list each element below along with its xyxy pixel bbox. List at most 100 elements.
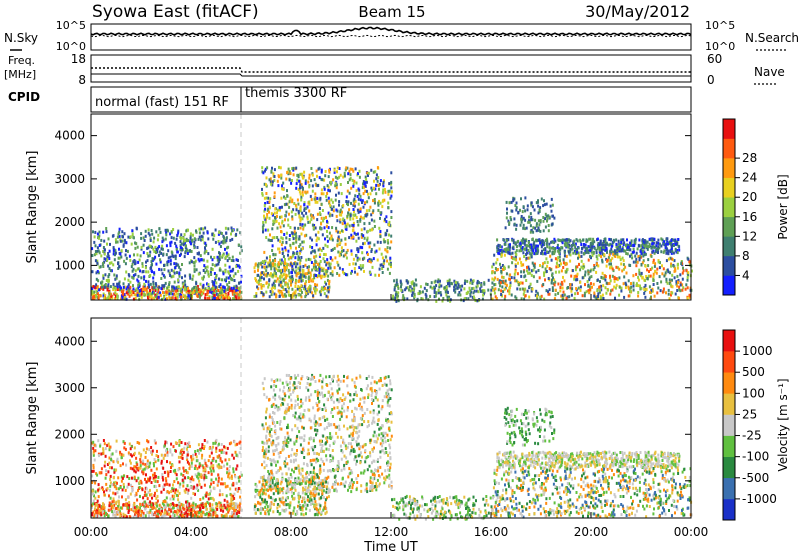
echo-cell bbox=[231, 278, 234, 282]
echo-cell bbox=[149, 503, 152, 506]
echo-cell bbox=[174, 296, 177, 300]
echo-cell bbox=[221, 255, 224, 259]
echo-cell bbox=[637, 255, 640, 258]
echo-cell bbox=[295, 186, 298, 190]
echo-cell bbox=[186, 514, 189, 518]
echo-cell bbox=[175, 248, 178, 252]
echo-cell bbox=[212, 458, 215, 462]
echo-cell bbox=[339, 218, 342, 222]
echo-cell bbox=[580, 265, 583, 269]
echo-cell bbox=[637, 278, 640, 282]
echo-cell bbox=[101, 285, 103, 289]
echo-cell bbox=[190, 291, 193, 295]
echo-cell bbox=[149, 274, 152, 277]
echo-cell bbox=[105, 227, 108, 230]
echo-cell bbox=[630, 239, 633, 243]
echo-cell bbox=[238, 511, 241, 514]
echo-cell bbox=[295, 246, 297, 250]
echo-cell bbox=[284, 288, 287, 291]
echo-cell bbox=[678, 285, 681, 289]
echo-cell bbox=[343, 221, 346, 225]
echo-cell bbox=[345, 200, 348, 203]
echo-cell bbox=[338, 203, 340, 207]
echo-cell bbox=[670, 243, 673, 247]
echo-cell bbox=[116, 285, 119, 289]
echo-cell bbox=[301, 290, 303, 294]
echo-cell bbox=[632, 274, 635, 278]
echo-cell bbox=[215, 502, 218, 506]
echo-cell bbox=[336, 219, 339, 223]
echo-cell bbox=[558, 263, 561, 267]
echo-cell bbox=[271, 227, 274, 231]
echo-cell bbox=[344, 225, 347, 229]
echo-cell bbox=[272, 172, 275, 176]
echo-cell bbox=[195, 268, 198, 272]
echo-cell bbox=[313, 273, 316, 277]
echo-cell bbox=[610, 247, 613, 251]
echo-cell bbox=[167, 269, 170, 273]
echo-cell bbox=[127, 283, 130, 287]
echo-cell bbox=[626, 245, 629, 249]
echo-cell bbox=[288, 178, 291, 182]
echo-cell bbox=[332, 205, 335, 209]
echo-cell bbox=[155, 230, 158, 234]
echo-cell bbox=[648, 285, 651, 289]
noise-tick-right-top: 10^5 bbox=[705, 19, 735, 32]
echo-cell bbox=[356, 195, 359, 198]
echo-cell bbox=[561, 293, 564, 297]
echo-cell bbox=[265, 281, 268, 285]
echo-cell bbox=[333, 168, 336, 172]
echo-cell bbox=[143, 284, 146, 288]
echo-cell bbox=[370, 186, 373, 190]
echo-cell bbox=[194, 503, 197, 507]
echo-cell bbox=[184, 283, 186, 287]
echo-cell bbox=[192, 513, 195, 517]
echo-cell bbox=[288, 279, 291, 283]
echo-cell bbox=[117, 267, 120, 270]
echo-cell bbox=[211, 263, 214, 267]
echo-cell bbox=[92, 515, 95, 519]
echo-cell bbox=[228, 465, 231, 469]
echo-cell bbox=[326, 184, 329, 188]
echo-cell bbox=[503, 253, 506, 257]
echo-cell bbox=[313, 287, 316, 291]
echo-cell bbox=[219, 295, 221, 299]
echo-cell bbox=[567, 286, 570, 289]
echo-cell bbox=[504, 286, 507, 290]
echo-cell bbox=[389, 246, 392, 250]
echo-cell bbox=[137, 260, 140, 264]
echo-cell bbox=[310, 261, 313, 264]
echo-cell bbox=[599, 296, 602, 300]
echo-cell bbox=[104, 476, 107, 480]
echo-cell bbox=[134, 465, 137, 469]
echo-cell bbox=[639, 284, 641, 288]
echo-cell bbox=[128, 503, 131, 507]
echo-cell bbox=[174, 491, 177, 495]
echo-cell bbox=[574, 242, 577, 246]
echo-cell bbox=[138, 282, 141, 286]
echo-cell bbox=[395, 293, 398, 297]
echo-cell bbox=[392, 294, 395, 298]
echo-cell bbox=[338, 200, 341, 204]
echo-cell bbox=[147, 270, 150, 274]
echo-cell bbox=[285, 236, 288, 240]
echo-cell bbox=[265, 256, 268, 260]
echo-cell bbox=[339, 210, 342, 214]
echo-cell bbox=[450, 281, 453, 285]
echo-cell bbox=[317, 237, 320, 241]
echo-cell bbox=[315, 288, 318, 292]
echo-cell bbox=[230, 502, 233, 506]
echo-cell bbox=[138, 511, 141, 514]
echo-cell bbox=[604, 248, 607, 252]
echo-cell bbox=[324, 280, 326, 284]
echo-cell bbox=[527, 244, 530, 248]
echo-cell bbox=[530, 246, 533, 250]
echo-cell bbox=[394, 296, 397, 300]
echo-cell bbox=[122, 243, 125, 247]
echo-cell bbox=[152, 291, 155, 295]
echo-cell bbox=[268, 279, 271, 283]
echo-cell bbox=[331, 200, 334, 204]
echo-cell bbox=[161, 515, 163, 519]
echo-cell bbox=[263, 214, 265, 218]
echo-cell bbox=[522, 251, 525, 255]
